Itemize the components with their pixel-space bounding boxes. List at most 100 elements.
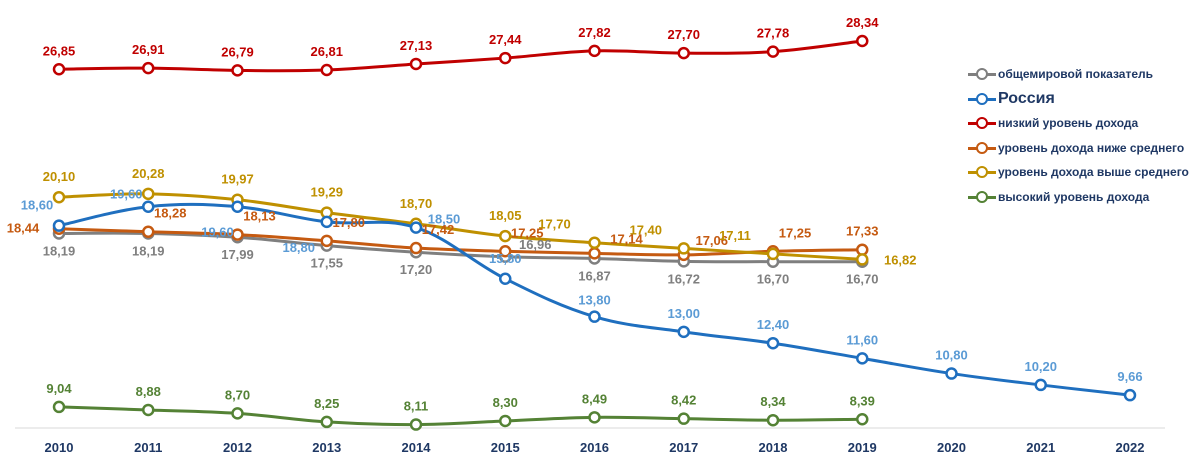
x-tick-label: 2015 xyxy=(491,440,520,455)
data-point xyxy=(52,190,66,204)
data-label: 18,19 xyxy=(43,243,76,258)
legend-swatch xyxy=(968,68,996,81)
legend-swatch xyxy=(968,166,996,179)
data-point xyxy=(231,407,244,420)
legend-label: уровень дохода ниже среднего xyxy=(998,140,1185,155)
data-label: 8,25 xyxy=(314,396,339,411)
x-tick-label: 2012 xyxy=(223,440,252,455)
data-point xyxy=(320,215,333,229)
data-point xyxy=(856,34,869,48)
data-point xyxy=(945,367,958,380)
data-label: 18,60 xyxy=(21,198,54,213)
data-label: 19,60 xyxy=(201,225,234,240)
data-point xyxy=(320,234,333,248)
legend-item: высокий уровень дохода xyxy=(968,185,1189,210)
data-label: 16,96 xyxy=(519,237,552,252)
data-label: 16,70 xyxy=(846,272,879,287)
data-label: 8,88 xyxy=(136,384,161,399)
series-line xyxy=(58,405,863,427)
legend-item: Россия xyxy=(968,87,1189,112)
data-point xyxy=(856,253,869,266)
legend-item: общемировой показатель xyxy=(968,62,1189,87)
data-label: 18,80 xyxy=(282,240,315,255)
x-tick-label: 2019 xyxy=(848,440,877,455)
data-point xyxy=(499,51,512,65)
legend-swatch xyxy=(968,190,996,203)
data-point xyxy=(142,187,155,201)
data-point xyxy=(1123,388,1137,402)
legend-swatch xyxy=(968,117,996,130)
data-point xyxy=(320,415,333,429)
data-label: 13,00 xyxy=(667,306,700,321)
series-line xyxy=(58,39,863,73)
data-point xyxy=(766,413,780,427)
legend-item: уровень дохода выше среднего xyxy=(968,160,1189,185)
data-point xyxy=(499,245,512,258)
data-label: 13,80 xyxy=(578,293,611,308)
x-tick-label: 2013 xyxy=(312,440,341,455)
legend-label: общемировой показатель xyxy=(998,67,1153,82)
data-label: 8,70 xyxy=(225,387,250,402)
data-label: 10,20 xyxy=(1024,359,1057,374)
data-point xyxy=(231,200,244,213)
x-tick-label: 2022 xyxy=(1116,440,1145,455)
legend-item: уровень дохода ниже среднего xyxy=(968,136,1189,161)
data-point xyxy=(499,414,512,428)
x-tick-label: 2017 xyxy=(669,440,698,455)
data-label: 26,81 xyxy=(310,44,343,59)
data-point xyxy=(766,336,780,350)
data-label: 26,85 xyxy=(43,43,76,58)
data-label: 17,11 xyxy=(719,228,751,243)
data-label: 9,66 xyxy=(1117,369,1142,384)
data-label: 18,50 xyxy=(428,212,461,227)
data-point xyxy=(766,247,780,261)
data-label: 9,04 xyxy=(46,381,72,396)
data-label: 17,70 xyxy=(538,217,571,232)
data-point xyxy=(142,225,155,238)
data-point xyxy=(588,310,601,323)
legend-swatch xyxy=(968,141,996,154)
data-label: 28,34 xyxy=(846,15,879,30)
data-label: 17,55 xyxy=(310,256,343,271)
data-point xyxy=(409,418,423,431)
data-label: 18,44 xyxy=(7,221,40,236)
data-label: 17,40 xyxy=(629,222,662,237)
legend: общемировой показатель Россия низкий уро… xyxy=(968,62,1189,209)
data-label: 27,44 xyxy=(489,32,522,47)
data-label: 16,82 xyxy=(884,252,917,267)
series-line xyxy=(58,192,863,261)
data-label: 17,20 xyxy=(400,262,433,277)
data-label: 17,33 xyxy=(846,224,879,239)
data-label: 27,82 xyxy=(578,25,611,40)
data-point xyxy=(588,411,601,424)
data-point xyxy=(499,229,512,243)
data-point xyxy=(409,221,423,234)
data-label: 8,42 xyxy=(671,393,696,408)
legend-label: уровень дохода выше среднего xyxy=(998,165,1189,180)
data-point xyxy=(52,63,66,76)
legend-label: Россия xyxy=(998,89,1055,107)
data-label: 8,30 xyxy=(493,395,518,410)
data-point xyxy=(677,412,690,425)
data-label: 27,13 xyxy=(400,38,433,53)
data-label: 8,39 xyxy=(850,393,875,408)
data-point xyxy=(52,219,66,232)
data-point xyxy=(588,247,601,260)
x-tick-label: 2014 xyxy=(402,440,432,455)
data-point xyxy=(231,228,244,241)
data-label: 18,19 xyxy=(132,243,165,258)
data-label: 16,72 xyxy=(667,271,700,286)
x-tick-label: 2021 xyxy=(1026,440,1055,455)
data-label: 8,11 xyxy=(404,399,429,414)
data-label: 17,80 xyxy=(332,215,365,230)
data-point xyxy=(52,400,66,414)
legend-swatch xyxy=(968,92,996,105)
data-label: 17,14 xyxy=(610,231,643,246)
series-line xyxy=(58,231,863,264)
data-point xyxy=(677,46,690,60)
data-label: 17,06 xyxy=(695,233,728,248)
legend-item: низкий уровень дохода xyxy=(968,111,1189,136)
data-label: 8,49 xyxy=(582,391,607,406)
data-point xyxy=(766,45,780,58)
